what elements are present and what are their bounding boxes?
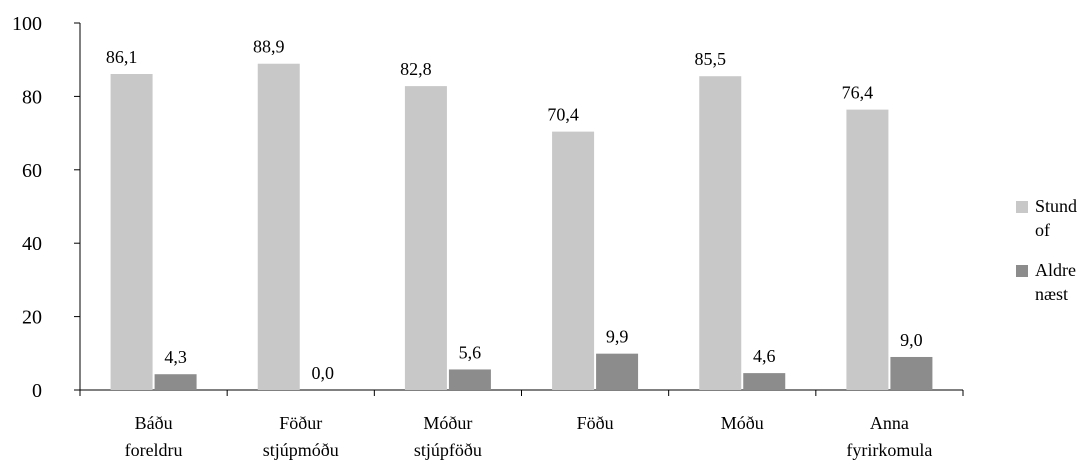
bar bbox=[404, 86, 447, 391]
x-tick-label: Móðu bbox=[721, 413, 764, 433]
bar bbox=[154, 374, 197, 390]
legend-label: Stund bbox=[1035, 196, 1077, 216]
x-tick-label: foreldru bbox=[125, 440, 183, 460]
data-label: 86,1 bbox=[106, 47, 138, 67]
bars bbox=[110, 63, 933, 391]
x-tick-label: Anna bbox=[870, 413, 909, 433]
legend: Stund of Aldre næst bbox=[1016, 196, 1077, 304]
bar bbox=[110, 74, 153, 390]
data-label: 5,6 bbox=[459, 342, 482, 362]
value-labels: 86,1 4,3 88,9 0,0 82,8 5,6 70,4 9,9 85,5 4,6 76,4 9… bbox=[106, 37, 923, 383]
legend-label: of bbox=[1035, 220, 1050, 240]
axes: 0 20 40 60 80 100 Báðu foreldru Föður stjúpmóðu Mó… bbox=[12, 13, 964, 460]
x-tick-label: Móður bbox=[423, 413, 472, 433]
bar bbox=[552, 131, 595, 390]
data-label: 4,3 bbox=[164, 347, 187, 367]
y-tick-label: 20 bbox=[22, 307, 42, 329]
data-label: 85,5 bbox=[695, 49, 727, 69]
data-label: 9,9 bbox=[606, 327, 629, 347]
x-tick-label: Báðu bbox=[135, 413, 173, 433]
x-tick-label: Föðu bbox=[577, 413, 614, 433]
bar bbox=[846, 109, 889, 390]
x-tick-label: Föður bbox=[279, 413, 322, 433]
bar bbox=[743, 373, 786, 390]
data-label: 9,0 bbox=[900, 330, 923, 350]
y-tick-label: 80 bbox=[22, 86, 42, 108]
y-tick-label: 60 bbox=[22, 160, 42, 182]
bar bbox=[890, 356, 933, 390]
bar bbox=[699, 76, 742, 390]
legend-label: næst bbox=[1035, 284, 1068, 304]
legend-swatch bbox=[1016, 201, 1028, 213]
y-tick-label: 100 bbox=[12, 13, 42, 35]
x-tick-label: stjúpföðu bbox=[414, 440, 482, 460]
data-label: 4,6 bbox=[753, 346, 776, 366]
y-tick-label: 40 bbox=[22, 233, 42, 255]
bar bbox=[257, 63, 300, 390]
x-tick-label: fyrirkomula bbox=[846, 440, 932, 460]
data-label: 76,4 bbox=[842, 83, 874, 103]
x-tick-label: stjúpmóðu bbox=[263, 440, 339, 460]
legend-swatch bbox=[1016, 265, 1028, 277]
legend-label: Aldre bbox=[1035, 260, 1076, 280]
data-label: 0,0 bbox=[312, 363, 335, 383]
bar bbox=[596, 353, 639, 390]
data-label: 70,4 bbox=[547, 105, 579, 125]
data-label: 82,8 bbox=[400, 59, 432, 79]
y-tick-label: 0 bbox=[32, 380, 42, 402]
data-label: 88,9 bbox=[253, 37, 285, 57]
bar bbox=[448, 369, 491, 390]
